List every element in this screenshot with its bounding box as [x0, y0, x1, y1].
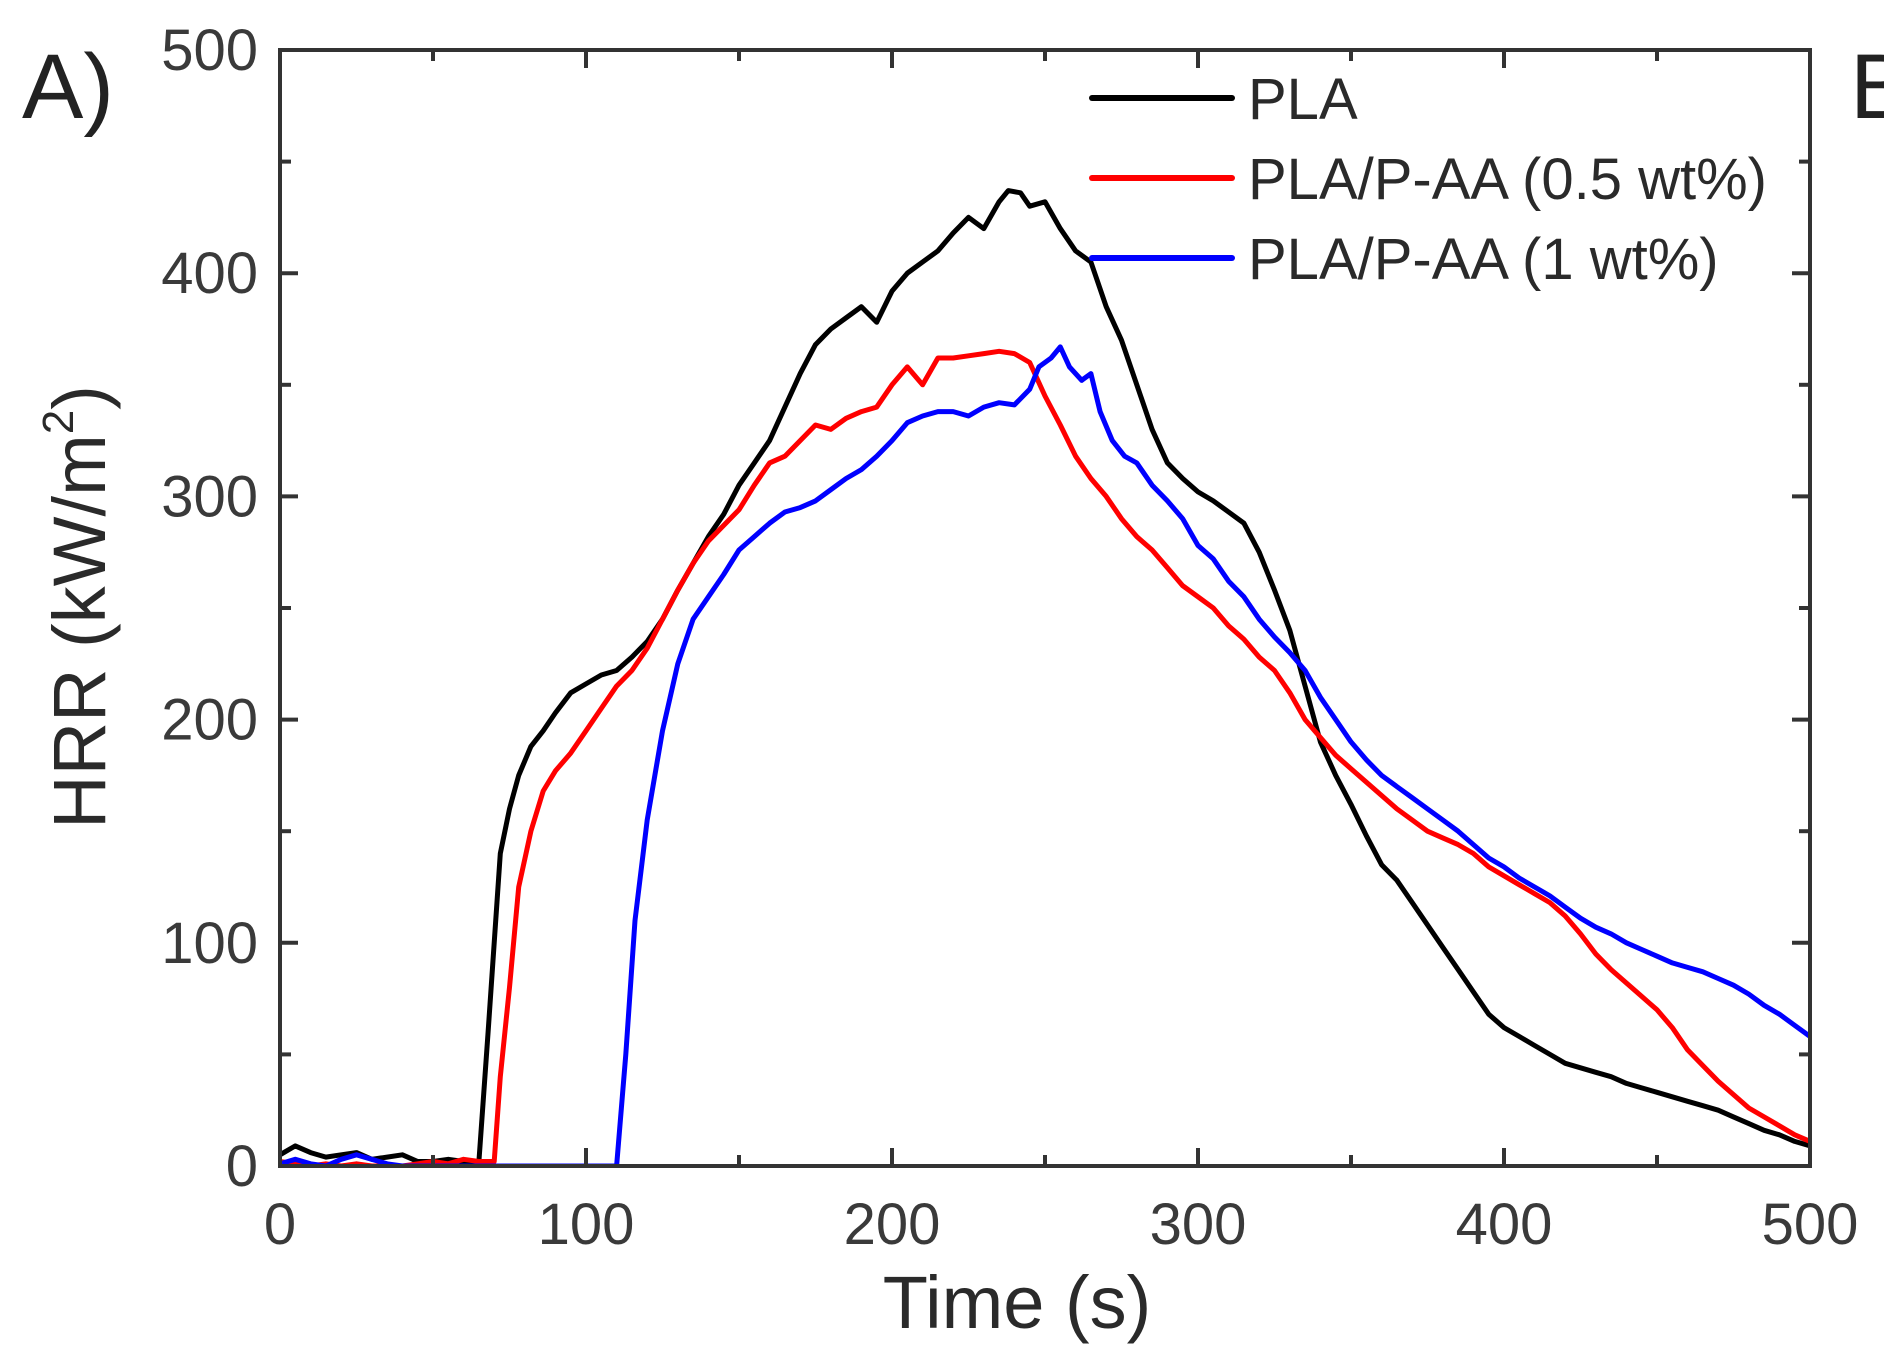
y-tick-label: 300 — [161, 464, 258, 529]
y-axis-title-main: HRR (kW/m — [38, 434, 121, 829]
cut-off-panel-label: B — [1850, 36, 1884, 138]
x-tick-label: 500 — [1762, 1192, 1859, 1257]
legend-label-1: PLA/P-AA (0.5 wt%) — [1248, 147, 1767, 212]
y-tick-label: 400 — [161, 241, 258, 306]
series-line-2 — [280, 344, 1810, 1166]
x-tick-label: 200 — [844, 1192, 941, 1257]
legend: PLA PLA/P-AA (0.5 wt%) PLA/P-AA (1 wt%) — [1089, 67, 1767, 292]
panel-label: A) — [22, 36, 114, 138]
x-axis-title: Time (s) — [883, 1261, 1152, 1344]
y-axis-title-superscript: 2 — [34, 410, 83, 434]
y-tick-label: 0 — [226, 1134, 258, 1199]
ticks-layer — [278, 48, 1812, 1168]
y-tick-label: 500 — [161, 18, 258, 83]
x-tick-label: 100 — [538, 1192, 635, 1257]
tick-labels-layer: 0 100 200 300 400 500 0 100 200 300 400 500 — [161, 18, 1858, 1257]
y-axis-title-close: ) — [38, 385, 121, 410]
x-tick-label: 300 — [1150, 1192, 1247, 1257]
x-tick-label: 400 — [1456, 1192, 1553, 1257]
legend-label-2: PLA/P-AA (1 wt%) — [1248, 227, 1719, 292]
y-tick-label: 200 — [161, 688, 258, 753]
series-line-0 — [280, 188, 1810, 1164]
series-layer — [280, 188, 1810, 1166]
y-axis-title: HRR (kW/m2) — [34, 385, 121, 829]
series-line-1 — [280, 348, 1810, 1166]
x-tick-label: 0 — [264, 1192, 296, 1257]
y-tick-label: 100 — [161, 911, 258, 976]
legend-label-0: PLA — [1248, 67, 1358, 132]
